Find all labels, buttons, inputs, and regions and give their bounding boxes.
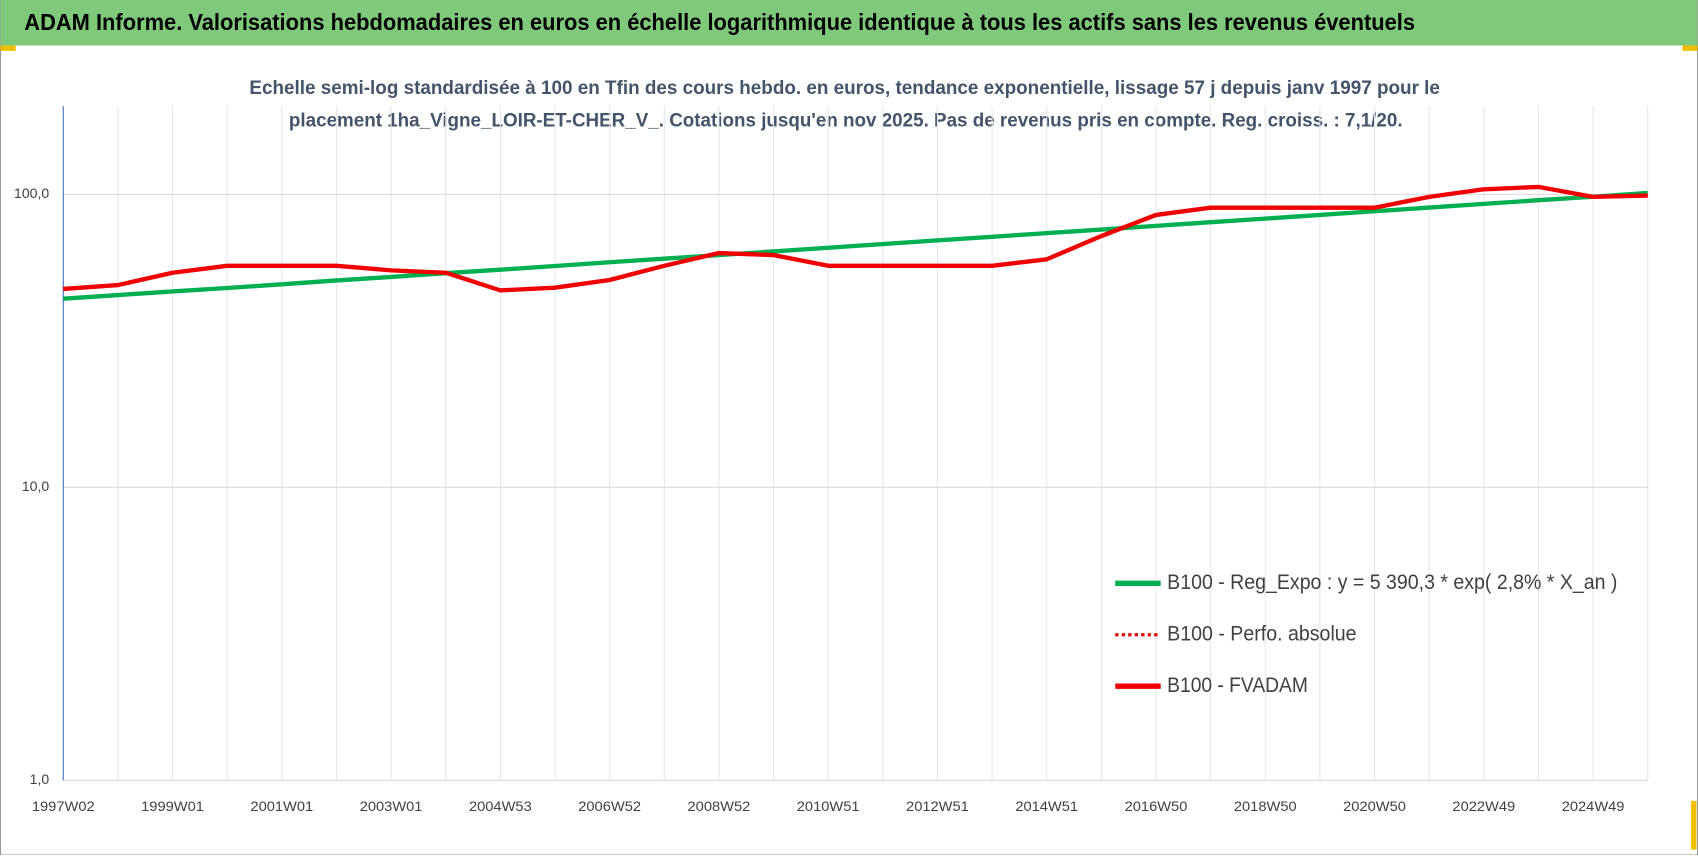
x-tick-label: 2010W51 (797, 798, 860, 814)
legend-label: B100 - FVADAM (1167, 672, 1308, 697)
chart-subtitle: Echelle semi-log standardisée à 100 en T… (249, 77, 1440, 99)
x-tick-label: 2004W53 (469, 798, 532, 814)
y-tick-label: 100,0 (14, 185, 49, 201)
x-tick-label: 2008W52 (688, 798, 751, 814)
corner (0, 45, 16, 51)
y-tick-label: 10,0 (22, 478, 50, 494)
x-tick-label: 2022W49 (1452, 798, 1515, 814)
x-tick-label: 2016W50 (1125, 798, 1188, 814)
x-tick-label: 2003W01 (360, 798, 423, 814)
corner (1691, 800, 1697, 850)
corner (1682, 45, 1698, 51)
series-line (63, 184, 1648, 293)
y-tick-label: 1,0 (30, 771, 50, 787)
legend-label: B100 - Perfo. absolue (1167, 620, 1356, 645)
x-tick-label: 2006W52 (578, 798, 641, 814)
chart-subtitle: placement 1ha_Vigne_LOIR-ET-CHER_V_. Cot… (289, 109, 1403, 131)
legend-label: B100 - Reg_Expo : y = 5 390,3 * exp( 2,8… (1167, 569, 1617, 594)
x-tick-label: 2020W50 (1343, 798, 1406, 814)
header-bar (0, 0, 1698, 46)
x-tick-label: 2024W49 (1562, 798, 1625, 814)
x-tick-label: 1999W01 (141, 798, 204, 814)
series-line (63, 190, 1648, 301)
page-title: ADAM Informe. Valorisations hebdomadaire… (24, 9, 1415, 35)
x-tick-label: 1997W02 (32, 798, 95, 814)
x-tick-label: 2014W51 (1015, 798, 1078, 814)
x-tick-label: 2018W50 (1234, 798, 1297, 814)
x-tick-label: 2012W51 (906, 798, 969, 814)
x-tick-label: 2001W01 (250, 798, 313, 814)
